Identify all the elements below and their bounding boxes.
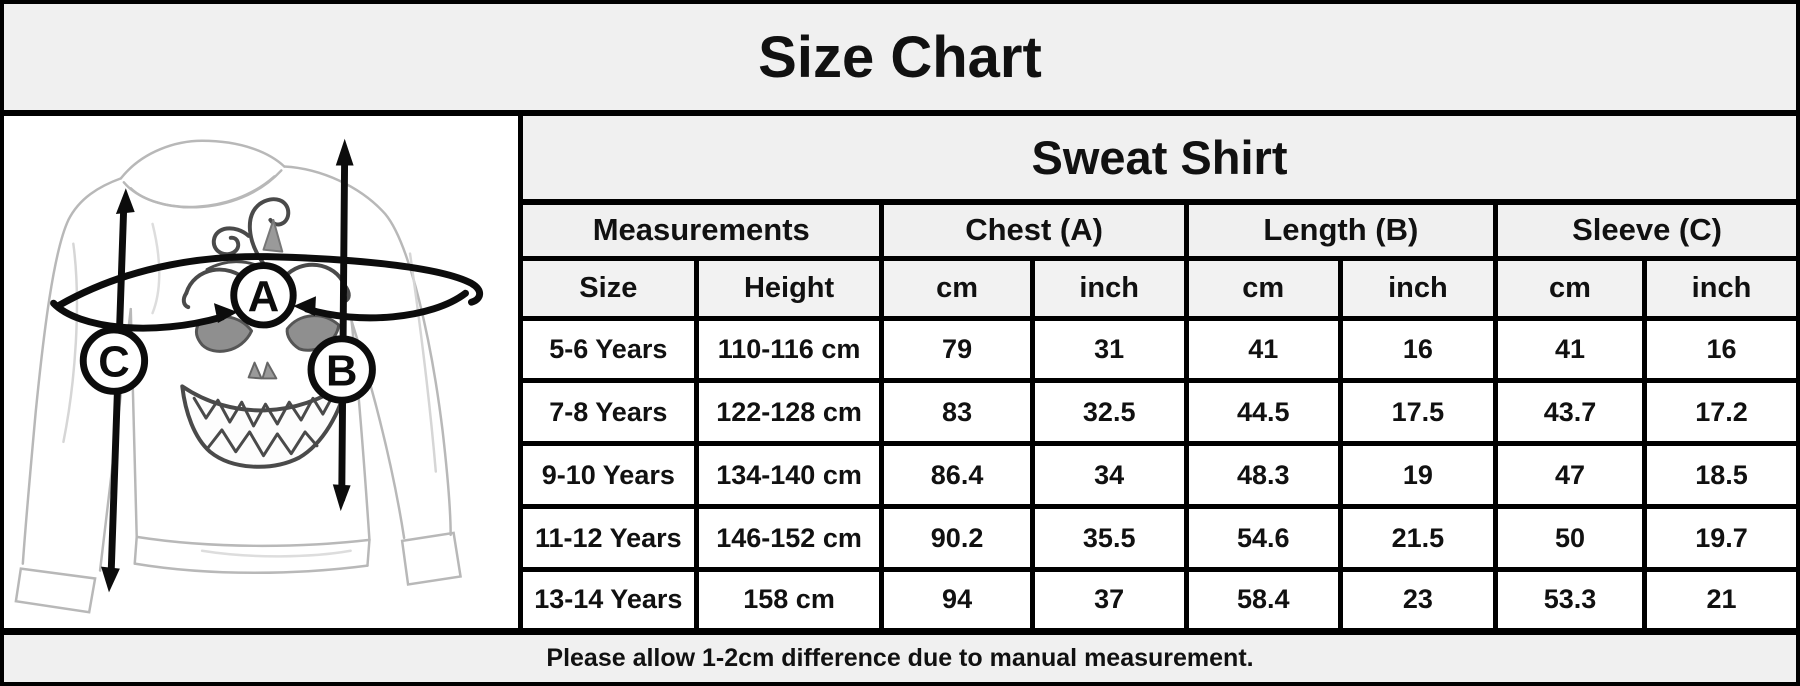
length-cm-cell: 41 bbox=[1183, 315, 1343, 384]
size-cell: 11-12 Years bbox=[523, 504, 699, 572]
chest-label-badge: A bbox=[230, 262, 297, 329]
chest-cm-cell: 83 bbox=[879, 378, 1035, 447]
product-title: Sweat Shirt bbox=[523, 116, 1796, 205]
length-cm-cell: 54.6 bbox=[1183, 504, 1343, 572]
length-inch-cell: 21.5 bbox=[1337, 504, 1499, 572]
height-cell: 134-140 cm bbox=[693, 441, 885, 510]
sleeve-inch-cell: 18.5 bbox=[1641, 441, 1796, 510]
length-measure-arrow bbox=[332, 138, 354, 512]
height-cell: 110-116 cm bbox=[693, 315, 885, 384]
sleeve-inch-cell: 19.7 bbox=[1641, 504, 1796, 572]
sleeve-inch-cell: 17.2 bbox=[1641, 378, 1796, 447]
length-cm-subheader: cm bbox=[1183, 255, 1343, 321]
length-cm-cell: 58.4 bbox=[1183, 566, 1343, 628]
chest-inch-subheader: inch bbox=[1029, 255, 1189, 321]
sleeve-cm-cell: 43.7 bbox=[1493, 378, 1647, 447]
size-cell: 9-10 Years bbox=[523, 441, 699, 510]
sleeve-cm-cell: 53.3 bbox=[1493, 566, 1647, 628]
sleeve-label-badge: C bbox=[79, 326, 149, 395]
pumpkin-face-print bbox=[180, 197, 351, 469]
sleeve-label: C bbox=[98, 339, 129, 387]
size-cell: 13-14 Years bbox=[523, 566, 699, 628]
size-cell: 5-6 Years bbox=[523, 315, 699, 384]
group-header-row: Measurements Chest (A) Length (B) Sleeve… bbox=[523, 199, 1796, 261]
chest-inch-cell: 31 bbox=[1029, 315, 1189, 384]
chest-inch-cell: 34 bbox=[1029, 441, 1189, 510]
length-inch-subheader: inch bbox=[1337, 255, 1499, 321]
sweatshirt-measurement-diagram: A B C bbox=[14, 138, 484, 614]
chest-inch-cell: 35.5 bbox=[1029, 504, 1189, 572]
chest-cm-cell: 90.2 bbox=[879, 504, 1035, 572]
garment-diagram-panel: A B C bbox=[4, 116, 523, 628]
sleeve-cm-cell: 50 bbox=[1493, 504, 1647, 572]
sweatshirt-sketch bbox=[14, 139, 462, 614]
size-table: Sweat Shirt Measurements Chest (A) Lengt… bbox=[523, 116, 1796, 628]
sleeve-inch-cell: 16 bbox=[1641, 315, 1796, 384]
page-title: Size Chart bbox=[4, 4, 1796, 116]
chest-label: A bbox=[248, 273, 279, 321]
table-row: 9-10 Years 134-140 cm 86.4 34 48.3 19 47… bbox=[523, 441, 1796, 510]
chest-measure-arrow bbox=[50, 253, 484, 332]
product-header-row: Sweat Shirt bbox=[523, 116, 1796, 205]
chest-header: Chest (A) bbox=[879, 199, 1189, 261]
chest-cm-cell: 79 bbox=[879, 315, 1035, 384]
content-row: A B C S bbox=[4, 116, 1796, 628]
sleeve-cm-subheader: cm bbox=[1493, 255, 1647, 321]
length-inch-cell: 23 bbox=[1337, 566, 1499, 628]
sleeve-header: Sleeve (C) bbox=[1493, 199, 1796, 261]
table-row: 7-8 Years 122-128 cm 83 32.5 44.5 17.5 4… bbox=[523, 378, 1796, 447]
size-cell: 7-8 Years bbox=[523, 378, 699, 447]
table-row: 11-12 Years 146-152 cm 90.2 35.5 54.6 21… bbox=[523, 504, 1796, 572]
measurement-note: Please allow 1-2cm difference due to man… bbox=[4, 628, 1796, 682]
sleeve-cm-cell: 41 bbox=[1493, 315, 1647, 384]
length-inch-cell: 16 bbox=[1337, 315, 1499, 384]
length-inch-cell: 17.5 bbox=[1337, 378, 1499, 447]
chest-cm-cell: 86.4 bbox=[879, 441, 1035, 510]
sleeve-inch-subheader: inch bbox=[1641, 255, 1796, 321]
chest-inch-cell: 32.5 bbox=[1029, 378, 1189, 447]
sleeve-inch-cell: 21 bbox=[1641, 566, 1796, 628]
height-cell: 146-152 cm bbox=[693, 504, 885, 572]
table-row: 5-6 Years 110-116 cm 79 31 41 16 41 16 bbox=[523, 315, 1796, 384]
height-cell: 122-128 cm bbox=[693, 378, 885, 447]
chest-cm-cell: 94 bbox=[879, 566, 1035, 628]
size-table-area: Sweat Shirt Measurements Chest (A) Lengt… bbox=[523, 116, 1796, 628]
table-row: 13-14 Years 158 cm 94 37 58.4 23 53.3 21 bbox=[523, 566, 1796, 628]
length-label-badge: B bbox=[307, 335, 376, 404]
height-cell: 158 cm bbox=[693, 566, 885, 628]
length-label: B bbox=[326, 348, 357, 396]
chest-inch-cell: 37 bbox=[1029, 566, 1189, 628]
height-subheader: Height bbox=[693, 255, 885, 321]
length-header: Length (B) bbox=[1183, 199, 1499, 261]
measurements-header: Measurements bbox=[523, 199, 885, 261]
length-inch-cell: 19 bbox=[1337, 441, 1499, 510]
size-subheader: Size bbox=[523, 255, 699, 321]
subheader-row: Size Height cm inch cm inch cm inch bbox=[523, 255, 1796, 321]
length-cm-cell: 48.3 bbox=[1183, 441, 1343, 510]
length-cm-cell: 44.5 bbox=[1183, 378, 1343, 447]
chest-cm-subheader: cm bbox=[879, 255, 1035, 321]
sleeve-cm-cell: 47 bbox=[1493, 441, 1647, 510]
